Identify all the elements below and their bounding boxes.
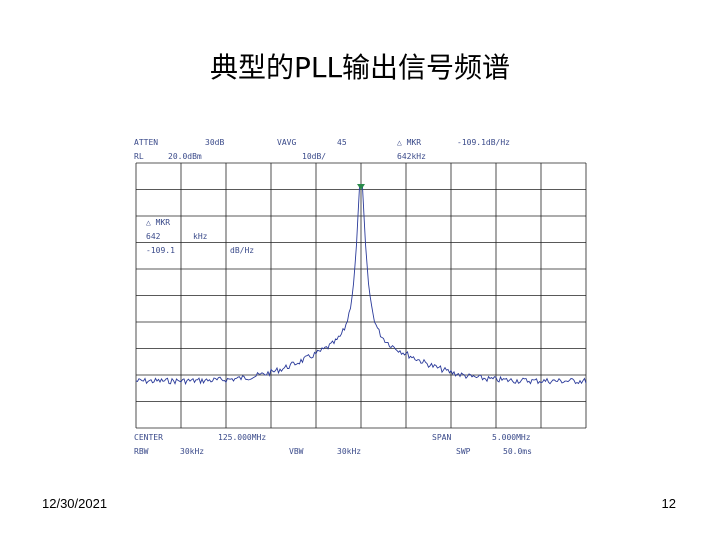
slide-title: 典型的PLL输出信号频谱 xyxy=(209,51,511,84)
label: SPAN xyxy=(432,433,451,442)
label: △ MKR xyxy=(397,138,421,147)
label: CENTER xyxy=(134,433,163,442)
label: -109.1 xyxy=(146,246,175,255)
label: 30dB xyxy=(205,138,224,147)
label: 5.000MHz xyxy=(492,433,531,442)
label: △ MKR xyxy=(146,218,170,227)
screen-grid xyxy=(135,162,587,429)
label: VBW xyxy=(289,447,304,456)
label: -109.1dB/Hz xyxy=(457,138,510,147)
slide-number: 12 xyxy=(661,496,676,511)
label: 642 xyxy=(146,232,161,241)
label: 45 xyxy=(337,138,347,147)
label: ATTEN xyxy=(134,138,158,147)
slide-date: 12/30/2021 xyxy=(42,496,108,511)
label: RL xyxy=(134,152,144,161)
marker-triangle xyxy=(357,184,365,190)
label: 20.0dBm xyxy=(168,152,202,161)
label: 125.000MHz xyxy=(218,433,266,442)
label: dB/Hz xyxy=(230,246,254,255)
label: kHz xyxy=(193,232,208,241)
label: 642kHz xyxy=(397,152,426,161)
label: 10dB/ xyxy=(302,152,326,161)
label: 30kHz xyxy=(180,447,204,456)
label: 30kHz xyxy=(337,447,361,456)
label: 50.0ms xyxy=(503,447,532,456)
label: RBW xyxy=(134,447,149,456)
label: SWP xyxy=(456,447,471,456)
label: VAVG xyxy=(277,138,296,147)
